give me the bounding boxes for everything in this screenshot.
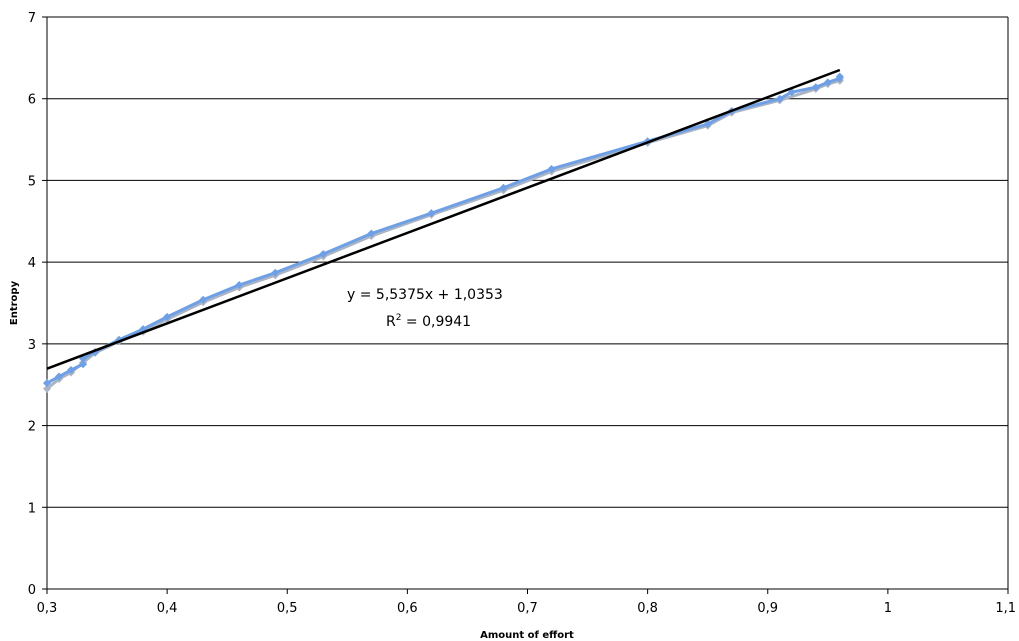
x-axis-title: Amount of effort (480, 630, 574, 641)
series-layer (43, 72, 844, 393)
x-tick-label: 0,3 (37, 601, 58, 616)
y-tick-label: 6 (28, 93, 36, 108)
y-tick-label: 7 (28, 11, 36, 26)
x-tick-label: 0,6 (397, 601, 418, 616)
y-tick-label: 2 (28, 420, 36, 435)
x-tick-labels: 0,3 0,4 0,5 0,6 0,7 0,8 0,9 1 1,1 (37, 601, 1016, 616)
r-squared-symbol: R (386, 314, 396, 330)
data-point-marker (427, 209, 436, 218)
data-point-marker (499, 183, 508, 192)
axes (42, 16, 1009, 594)
trendline (46, 68, 841, 370)
data-point-marker (43, 384, 51, 393)
series (43, 72, 844, 388)
data-point-marker (43, 379, 51, 388)
data-point-marker (79, 360, 88, 369)
data-point-marker (199, 295, 208, 304)
x-tick-label: 0,5 (277, 601, 298, 616)
r-squared-label: R2 = 0,9941 (386, 313, 471, 330)
y-axis-title: Entropy (9, 280, 20, 325)
data-point-marker (775, 94, 784, 103)
data-point-marker (811, 83, 820, 92)
x-tick-label: 0,9 (757, 601, 778, 616)
y-tick-label: 1 (28, 501, 36, 516)
trendline-layer (46, 68, 841, 370)
data-point-marker (367, 229, 376, 238)
trendline-equation: y = 5,5375x + 1,0353 (347, 287, 503, 303)
r-squared-value: = 0,9941 (401, 314, 471, 330)
y-tick-label: 0 (28, 583, 36, 598)
series-line (46, 76, 842, 385)
data-point-marker (835, 72, 844, 81)
x-tick-label: 0,4 (157, 601, 178, 616)
y-tick-label: 4 (28, 256, 36, 271)
r-squared-superscript: 2 (396, 313, 402, 323)
x-tick-label: 1,1 (995, 601, 1016, 616)
x-tick-label: 0,7 (517, 601, 538, 616)
data-point-marker (235, 281, 244, 290)
data-point-marker (823, 78, 832, 87)
x-tick-label: 1 (884, 601, 892, 616)
series-line (46, 79, 841, 390)
x-tick-label: 0,8 (637, 601, 658, 616)
y-tick-label: 5 (28, 174, 36, 189)
data-point-marker (55, 372, 64, 381)
data-point-marker (547, 164, 556, 173)
data-point-marker (163, 312, 172, 321)
y-tick-labels: 0 1 2 3 4 5 6 7 (28, 11, 36, 598)
y-tick-label: 3 (28, 338, 36, 353)
data-point-marker (271, 268, 280, 277)
series (43, 76, 844, 393)
data-point-marker (703, 120, 712, 129)
data-point-marker (67, 366, 76, 375)
data-point-marker (319, 249, 328, 258)
grid-lines (47, 16, 1008, 508)
